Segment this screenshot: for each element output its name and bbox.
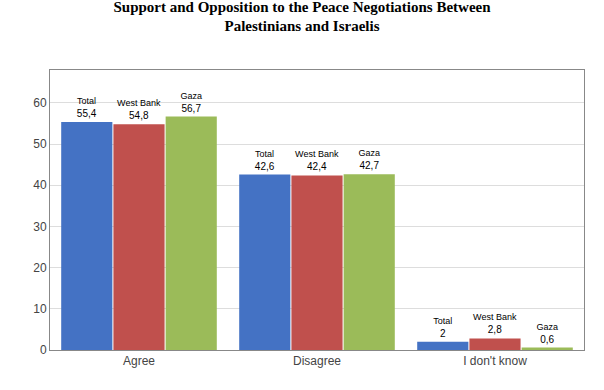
svg-text:I don't know: I don't know	[463, 354, 527, 368]
svg-text:West Bank54,8: West Bank54,8	[117, 98, 161, 121]
svg-text:40: 40	[33, 178, 47, 192]
svg-text:West Bank2,8: West Bank2,8	[473, 312, 517, 335]
svg-text:Total55,4: Total55,4	[77, 96, 97, 119]
svg-text:Total42,6: Total42,6	[255, 149, 275, 172]
svg-text:Agree: Agree	[123, 354, 155, 368]
svg-text:Gaza0,6: Gaza0,6	[536, 322, 558, 345]
svg-text:Gaza56,7: Gaza56,7	[180, 91, 202, 114]
svg-text:20: 20	[33, 261, 47, 275]
svg-text:0: 0	[40, 343, 47, 357]
svg-text:Total2: Total2	[433, 316, 452, 339]
svg-text:30: 30	[33, 220, 47, 234]
svg-text:West Bank42,4: West Bank42,4	[295, 149, 339, 172]
svg-text:60: 60	[33, 96, 47, 110]
svg-text:Support and Opposition to the: Support and Opposition to the Peace Nego…	[113, 0, 491, 34]
svg-text:Disagree: Disagree	[293, 354, 341, 368]
svg-text:10: 10	[33, 302, 47, 316]
svg-text:Gaza42,7: Gaza42,7	[358, 148, 380, 171]
svg-text:50: 50	[33, 137, 47, 151]
